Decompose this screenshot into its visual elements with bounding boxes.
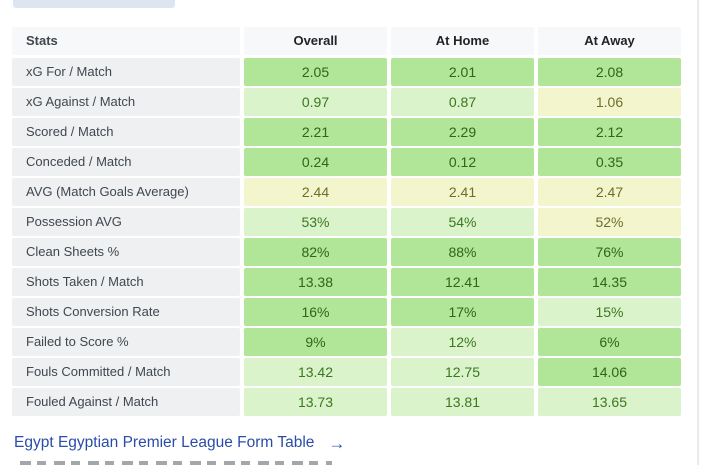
stat-label: xG For / Match	[12, 58, 240, 86]
header-at-away: At Away	[538, 27, 681, 55]
table-row: AVG (Match Goals Average) 2.44 2.41 2.47	[12, 178, 681, 206]
away-value: 0.35	[538, 148, 681, 176]
form-table-link[interactable]: Egypt Egyptian Premier League Form Table…	[14, 434, 345, 452]
home-value: 12.75	[391, 358, 534, 386]
overall-value: 9%	[244, 328, 387, 356]
overall-value: 13.73	[244, 388, 387, 416]
away-value: 13.65	[538, 388, 681, 416]
home-value: 12.41	[391, 268, 534, 296]
overall-value: 2.05	[244, 58, 387, 86]
home-value: 54%	[391, 208, 534, 236]
home-value: 2.01	[391, 58, 534, 86]
stat-label: Fouls Committed / Match	[12, 358, 240, 386]
away-value: 15%	[538, 298, 681, 326]
cutoff-next-section-text	[20, 461, 332, 465]
home-value: 2.41	[391, 178, 534, 206]
away-value: 1.06	[538, 88, 681, 116]
table-row: Shots Conversion Rate 16% 17% 15%	[12, 298, 681, 326]
overall-value: 2.44	[244, 178, 387, 206]
form-table-link-label: Egypt Egyptian Premier League Form Table	[14, 434, 315, 451]
arrow-right-icon: →	[328, 433, 346, 453]
table-row: Conceded / Match 0.24 0.12 0.35	[12, 148, 681, 176]
away-value: 6%	[538, 328, 681, 356]
stat-label: Scored / Match	[12, 118, 240, 146]
table-row: Fouled Against / Match 13.73 13.81 13.65	[12, 388, 681, 416]
away-value: 2.47	[538, 178, 681, 206]
table-row: Scored / Match 2.21 2.29 2.12	[12, 118, 681, 146]
header-stats: Stats	[12, 27, 240, 55]
stat-label: Possession AVG	[12, 208, 240, 236]
stat-label: xG Against / Match	[12, 88, 240, 116]
overall-value: 0.24	[244, 148, 387, 176]
stat-label: Shots Conversion Rate	[12, 298, 240, 326]
table-header-row: Stats Overall At Home At Away	[12, 27, 681, 55]
stat-label: Failed to Score %	[12, 328, 240, 356]
table-row: Failed to Score % 9% 12% 6%	[12, 328, 681, 356]
away-value: 52%	[538, 208, 681, 236]
stat-label: Conceded / Match	[12, 148, 240, 176]
home-value: 12%	[391, 328, 534, 356]
panel-right-border	[697, 0, 699, 465]
stat-label: AVG (Match Goals Average)	[12, 178, 240, 206]
overall-value: 13.42	[244, 358, 387, 386]
stat-label: Clean Sheets %	[12, 238, 240, 266]
overall-value: 82%	[244, 238, 387, 266]
home-value: 17%	[391, 298, 534, 326]
table-row: Fouls Committed / Match 13.42 12.75 14.0…	[12, 358, 681, 386]
table-row: Possession AVG 53% 54% 52%	[12, 208, 681, 236]
away-value: 14.35	[538, 268, 681, 296]
away-value: 14.06	[538, 358, 681, 386]
header-overall: Overall	[244, 27, 387, 55]
table-row: Clean Sheets % 82% 88% 76%	[12, 238, 681, 266]
away-value: 2.12	[538, 118, 681, 146]
table-row: xG Against / Match 0.97 0.87 1.06	[12, 88, 681, 116]
home-value: 0.87	[391, 88, 534, 116]
overall-value: 16%	[244, 298, 387, 326]
home-value: 2.29	[391, 118, 534, 146]
header-at-home: At Home	[391, 27, 534, 55]
away-value: 76%	[538, 238, 681, 266]
table-row: xG For / Match 2.05 2.01 2.08	[12, 58, 681, 86]
home-value: 88%	[391, 238, 534, 266]
stat-label: Shots Taken / Match	[12, 268, 240, 296]
home-value: 0.12	[391, 148, 534, 176]
overall-value: 2.21	[244, 118, 387, 146]
home-value: 13.81	[391, 388, 534, 416]
overall-value: 13.38	[244, 268, 387, 296]
tab-stub-partial[interactable]	[13, 0, 175, 8]
table-row: Shots Taken / Match 13.38 12.41 14.35	[12, 268, 681, 296]
team-stats-table: Stats Overall At Home At Away xG For / M…	[12, 27, 681, 418]
overall-value: 53%	[244, 208, 387, 236]
away-value: 2.08	[538, 58, 681, 86]
table-body: xG For / Match 2.05 2.01 2.08 xG Against…	[12, 58, 681, 416]
overall-value: 0.97	[244, 88, 387, 116]
stat-label: Fouled Against / Match	[12, 388, 240, 416]
